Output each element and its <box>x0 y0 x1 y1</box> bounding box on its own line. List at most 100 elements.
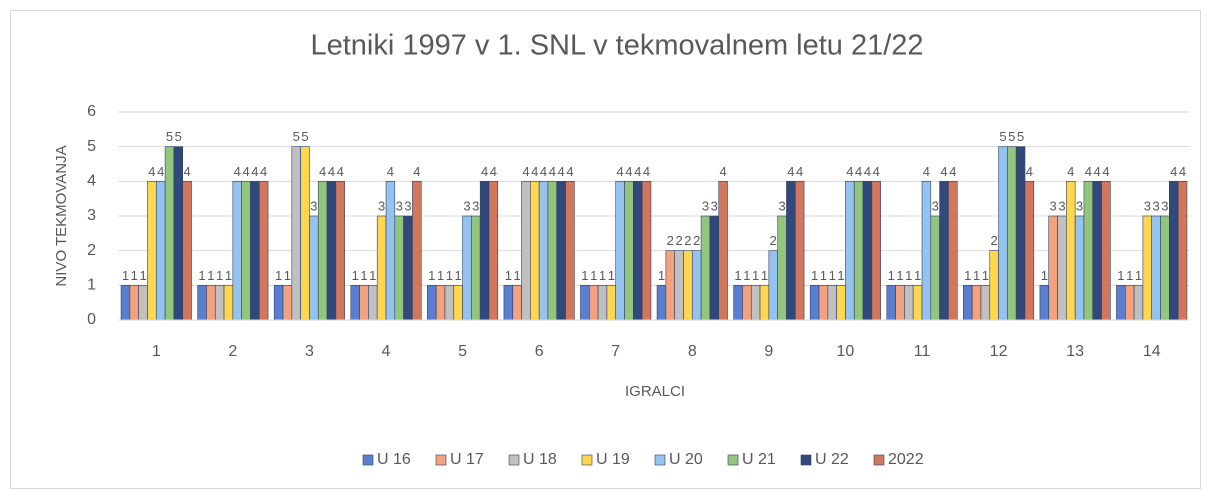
bar <box>565 181 575 321</box>
data-label: 1 <box>352 268 359 283</box>
bar <box>309 215 319 321</box>
bar <box>512 285 522 321</box>
y-tick-label: 1 <box>87 277 96 294</box>
bar <box>963 285 973 321</box>
data-label: 5 <box>175 129 182 144</box>
data-label: 4 <box>625 164 632 179</box>
data-label: 4 <box>234 164 241 179</box>
bar <box>1124 285 1135 321</box>
data-label: 3 <box>932 198 939 213</box>
data-label: 1 <box>1117 268 1124 283</box>
bar <box>691 250 702 321</box>
bar <box>291 146 301 321</box>
x-tick-label: 7 <box>611 343 620 360</box>
data-label: 1 <box>590 268 597 283</box>
bar <box>435 285 446 321</box>
data-label: 2 <box>667 233 674 248</box>
data-label: 5 <box>293 129 300 144</box>
legend-swatch <box>654 454 666 466</box>
data-label: 3 <box>778 198 785 213</box>
bar <box>588 285 599 321</box>
bar <box>886 285 896 321</box>
legend-label: U 17 <box>450 451 484 468</box>
bar <box>921 181 932 321</box>
data-label: 4 <box>949 164 956 179</box>
data-label: 4 <box>1085 164 1092 179</box>
data-label: 1 <box>514 268 521 283</box>
bar <box>479 181 490 321</box>
x-tick-label: 3 <box>305 343 314 360</box>
legend-label: U 18 <box>523 451 557 468</box>
bar <box>759 285 770 321</box>
data-label: 3 <box>702 198 709 213</box>
x-tick-label: 8 <box>688 343 697 360</box>
data-label: 3 <box>1144 198 1151 213</box>
y-tick-label: 3 <box>87 207 96 224</box>
data-label: 1 <box>446 268 453 283</box>
bar <box>1101 181 1111 321</box>
bar <box>683 250 693 321</box>
data-label: 4 <box>490 164 497 179</box>
legend-label: 2022 <box>888 451 924 468</box>
legend-swatch <box>581 454 593 466</box>
data-label: 4 <box>157 164 164 179</box>
bar <box>241 181 251 321</box>
bar <box>1160 215 1170 321</box>
data-label: 4 <box>1026 164 1033 179</box>
x-tick-label: 5 <box>458 343 467 360</box>
data-label: 4 <box>540 164 547 179</box>
data-label: 3 <box>378 198 385 213</box>
bar <box>794 181 805 321</box>
data-label: 5 <box>166 129 173 144</box>
bar <box>258 181 269 321</box>
bar <box>998 146 1008 321</box>
bar <box>335 181 345 321</box>
bar <box>182 181 192 321</box>
bar <box>1142 215 1153 321</box>
bar <box>214 285 225 321</box>
bar <box>385 181 396 321</box>
data-label: 1 <box>896 268 903 283</box>
data-label: 1 <box>284 268 291 283</box>
bar <box>827 285 837 321</box>
bar <box>1083 181 1094 321</box>
data-label: 1 <box>964 268 971 283</box>
bar <box>633 181 643 321</box>
data-label: 1 <box>761 268 768 283</box>
data-label: 2 <box>684 233 691 248</box>
legend-swatch <box>727 454 739 466</box>
bar <box>809 285 820 321</box>
bar <box>606 285 617 321</box>
data-label: 5 <box>1017 129 1024 144</box>
data-label: 4 <box>873 164 880 179</box>
bar <box>904 285 914 321</box>
bar <box>777 215 787 321</box>
bar <box>1015 146 1026 321</box>
bar <box>164 146 175 321</box>
x-tick-label: 6 <box>535 343 544 360</box>
data-label: 4 <box>183 164 190 179</box>
bar <box>750 285 761 321</box>
bar <box>273 285 284 321</box>
data-label: 4 <box>616 164 623 179</box>
legend-swatch <box>508 454 520 466</box>
y-tick-label: 6 <box>87 103 96 120</box>
bar <box>282 285 293 321</box>
bar <box>403 215 413 321</box>
y-tick-label: 2 <box>87 242 96 259</box>
bar <box>641 181 652 321</box>
data-label: 1 <box>225 268 232 283</box>
bar <box>471 215 481 321</box>
data-label: 4 <box>864 164 871 179</box>
data-label: 4 <box>260 164 267 179</box>
bar <box>155 181 166 321</box>
data-label: 4 <box>634 164 641 179</box>
bar <box>615 181 625 321</box>
data-label: 4 <box>940 164 947 179</box>
bar <box>1177 181 1188 321</box>
x-tick-label: 14 <box>1143 343 1161 360</box>
bar <box>1007 146 1017 321</box>
bar <box>597 285 608 321</box>
y-tick-label: 4 <box>87 173 96 190</box>
